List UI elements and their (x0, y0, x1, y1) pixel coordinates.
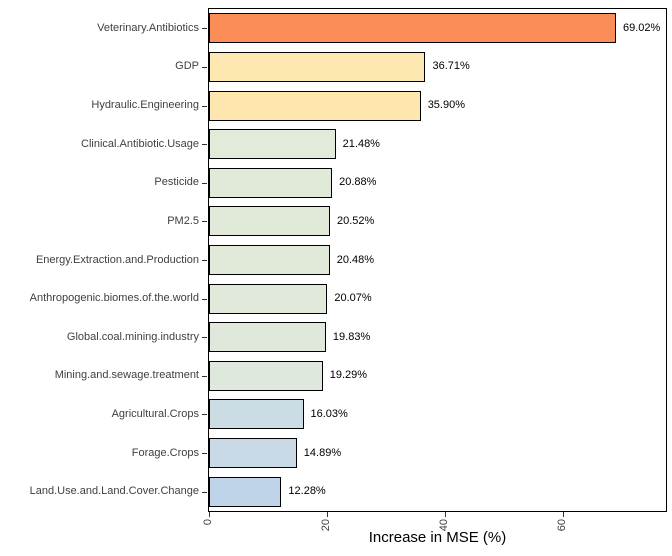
x-tick-mark (326, 512, 328, 517)
bar-value-label: 14.89% (303, 446, 342, 459)
bar (209, 206, 330, 237)
bar (209, 283, 328, 314)
bar-value-label: 20.48% (336, 253, 375, 266)
category-label: Hydraulic.Engineering (91, 99, 199, 112)
x-axis-title: Increase in MSE (%) (368, 529, 507, 546)
bar (209, 322, 326, 353)
y-tick-mark (202, 453, 207, 455)
y-tick-mark (202, 414, 207, 416)
plot-panel (208, 8, 667, 512)
category-label: PM2.5 (167, 214, 199, 227)
category-label: Pesticide (154, 176, 199, 189)
category-label: Forage.Crops (131, 446, 199, 459)
category-label: Clinical.Antibiotic.Usage (81, 137, 199, 150)
bar (209, 438, 297, 469)
bar (209, 129, 336, 160)
y-tick-mark (202, 375, 207, 377)
bar-value-label: 19.83% (332, 330, 371, 343)
y-tick-mark (202, 221, 207, 223)
bar (209, 245, 330, 275)
category-label: Global.coal.mining.industry (66, 330, 199, 343)
bar-value-label: 19.29% (329, 369, 368, 382)
bar-value-label: 20.88% (339, 176, 377, 189)
bar (209, 13, 616, 44)
category-label: Agricultural.Crops (111, 407, 199, 420)
y-tick-mark (202, 105, 207, 107)
bar (209, 51, 426, 82)
category-label: Anthropogenic.biomes.of.the.world (29, 292, 199, 305)
x-tick-mark (444, 512, 446, 517)
bar (209, 167, 333, 198)
bar-value-label: 16.03% (310, 407, 348, 420)
y-tick-mark (202, 298, 207, 300)
category-label: Land.Use.and.Land.Cover.Change (29, 485, 199, 498)
y-tick-mark (202, 337, 207, 339)
x-tick-mark (209, 512, 210, 517)
bar-value-label: 20.07% (334, 292, 372, 305)
y-tick-mark (202, 144, 207, 146)
x-tick-label: 0 (202, 519, 214, 526)
category-label: Mining.and.sewage.treatment (54, 369, 199, 382)
category-label: Veterinary.Antibiotics (97, 21, 199, 34)
bar (209, 90, 421, 121)
y-tick-mark (202, 491, 207, 493)
y-tick-mark (202, 28, 207, 30)
category-label: Energy.Extraction.and.Production (35, 253, 199, 266)
category-label: GDP (175, 60, 199, 73)
bar (209, 360, 323, 391)
bar-value-label: 36.71% (432, 60, 470, 73)
x-tick-mark (562, 512, 564, 517)
bar (209, 399, 304, 430)
bar-value-label: 12.28% (288, 485, 326, 498)
bar-value-label: 69.02% (622, 21, 661, 34)
y-tick-mark (202, 182, 207, 184)
bar-value-label: 20.52% (337, 214, 375, 227)
y-tick-mark (202, 66, 207, 68)
bar (209, 476, 282, 507)
y-tick-mark (202, 260, 207, 261)
bar-value-label: 35.90% (427, 99, 465, 112)
bar-value-label: 21.48% (342, 137, 380, 150)
